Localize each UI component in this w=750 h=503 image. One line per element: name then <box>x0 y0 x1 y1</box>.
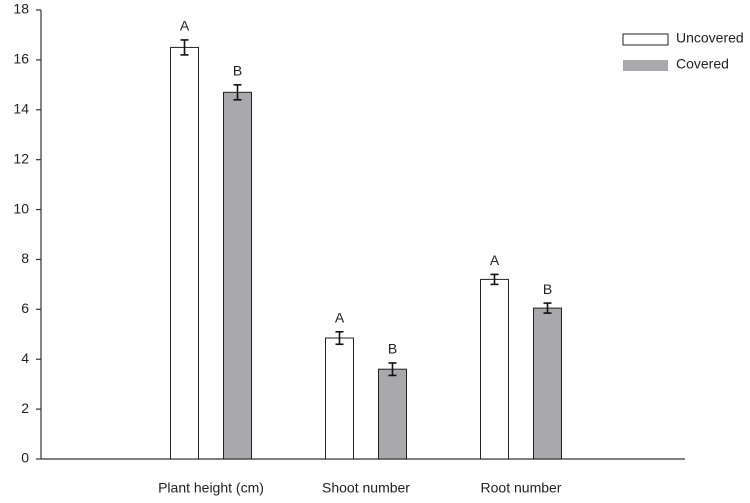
y-tick-label: 18 <box>13 1 29 17</box>
error-bar <box>490 273 499 286</box>
bar <box>378 368 407 460</box>
x-tick-label: Shoot number <box>322 480 410 496</box>
legend-swatch <box>623 60 668 71</box>
bar <box>223 91 252 460</box>
bar <box>533 307 562 460</box>
error-bar <box>335 330 344 346</box>
y-tick-label: 6 <box>21 300 29 316</box>
error-bar <box>180 39 189 56</box>
y-tick-label: 10 <box>13 200 29 216</box>
y-tick-label: 12 <box>13 150 29 166</box>
error-bar <box>388 362 397 377</box>
y-tick-label: 14 <box>13 100 29 116</box>
y-tick-label: 16 <box>13 51 29 67</box>
bar <box>480 278 509 460</box>
legend-label: Covered <box>676 56 729 72</box>
y-tick-label: 4 <box>21 350 29 366</box>
legend-swatch <box>622 33 669 46</box>
x-tick-label: Root number <box>481 480 562 496</box>
significance-letter: B <box>543 281 552 297</box>
significance-letter: A <box>180 18 190 34</box>
legend-label: Uncovered <box>676 30 744 46</box>
x-tick-label: Plant height (cm) <box>158 480 264 496</box>
error-bar <box>543 302 552 314</box>
y-tick-label: 2 <box>21 400 29 416</box>
y-tick-label: 0 <box>21 450 29 466</box>
y-tick-label: 8 <box>21 250 29 266</box>
significance-letter: A <box>490 252 500 268</box>
significance-letter: A <box>335 309 345 325</box>
significance-letter: B <box>233 63 242 79</box>
error-bar <box>233 84 242 101</box>
bar <box>325 337 354 460</box>
significance-letter: B <box>388 341 397 357</box>
bar <box>170 46 199 460</box>
